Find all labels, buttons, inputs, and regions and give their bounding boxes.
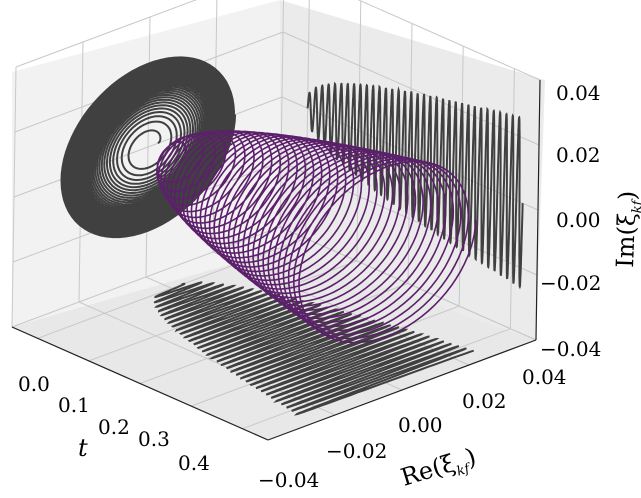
t-tick-1: 0.1 xyxy=(58,393,90,417)
im-tick-4: 0.04 xyxy=(556,81,601,105)
re-tick-1: −0.02 xyxy=(326,439,387,463)
spiral-3d xyxy=(156,130,477,344)
grid-left-re-4 xyxy=(279,0,284,228)
axis-edge-im xyxy=(535,79,541,341)
re-tick-3: 0.02 xyxy=(462,389,507,413)
axis-edge-re xyxy=(267,339,537,441)
im-tick-3: 0.02 xyxy=(556,143,601,167)
t-axis: 0.0 0.1 0.2 0.3 0.4 t xyxy=(18,372,210,475)
t-axis-label: t xyxy=(78,434,88,462)
grid-left-im-2 xyxy=(13,96,283,198)
projection-t-re xyxy=(153,281,474,416)
im-tick-0: −0.04 xyxy=(540,337,601,361)
im-axis: 0.04 0.02 0.00 −0.02 −0.04 Im(ξkf) xyxy=(540,81,641,361)
grid-back-im-2 xyxy=(281,96,539,211)
grid-back-im-3 xyxy=(282,31,540,146)
re-tick-2: 0.00 xyxy=(398,413,443,437)
t-tick-3: 0.3 xyxy=(138,427,170,451)
axis-edge-t xyxy=(11,326,269,441)
re-tick-4: 0.04 xyxy=(522,365,567,389)
svg-text:Im(ξkf): Im(ξkf) xyxy=(611,190,641,268)
grid-floor-re-4 xyxy=(279,226,537,341)
im-label-main: Im(ξ xyxy=(611,212,641,268)
im-tick-1: −0.02 xyxy=(540,271,601,295)
grid-back-im-4 xyxy=(357,0,541,81)
t-tick-2: 0.2 xyxy=(98,415,130,439)
re-tick-0: −0.04 xyxy=(258,468,319,492)
im-tick-2: 0.00 xyxy=(556,208,601,232)
spiral-line xyxy=(156,130,477,344)
t-tick-0: 0.0 xyxy=(18,372,50,396)
re-label-main: Re(ξ xyxy=(398,449,459,492)
grid-left-im-4 xyxy=(15,0,197,68)
im-axis-label: Im(ξkf) xyxy=(611,190,641,268)
t-tick-4: 0.4 xyxy=(178,451,210,475)
svg-text:Re(ξkf): Re(ξkf) xyxy=(398,442,481,495)
im-label-sub: kf xyxy=(630,198,641,213)
projection-re-im xyxy=(60,56,237,239)
re-axis-label: Re(ξkf) xyxy=(398,442,481,495)
